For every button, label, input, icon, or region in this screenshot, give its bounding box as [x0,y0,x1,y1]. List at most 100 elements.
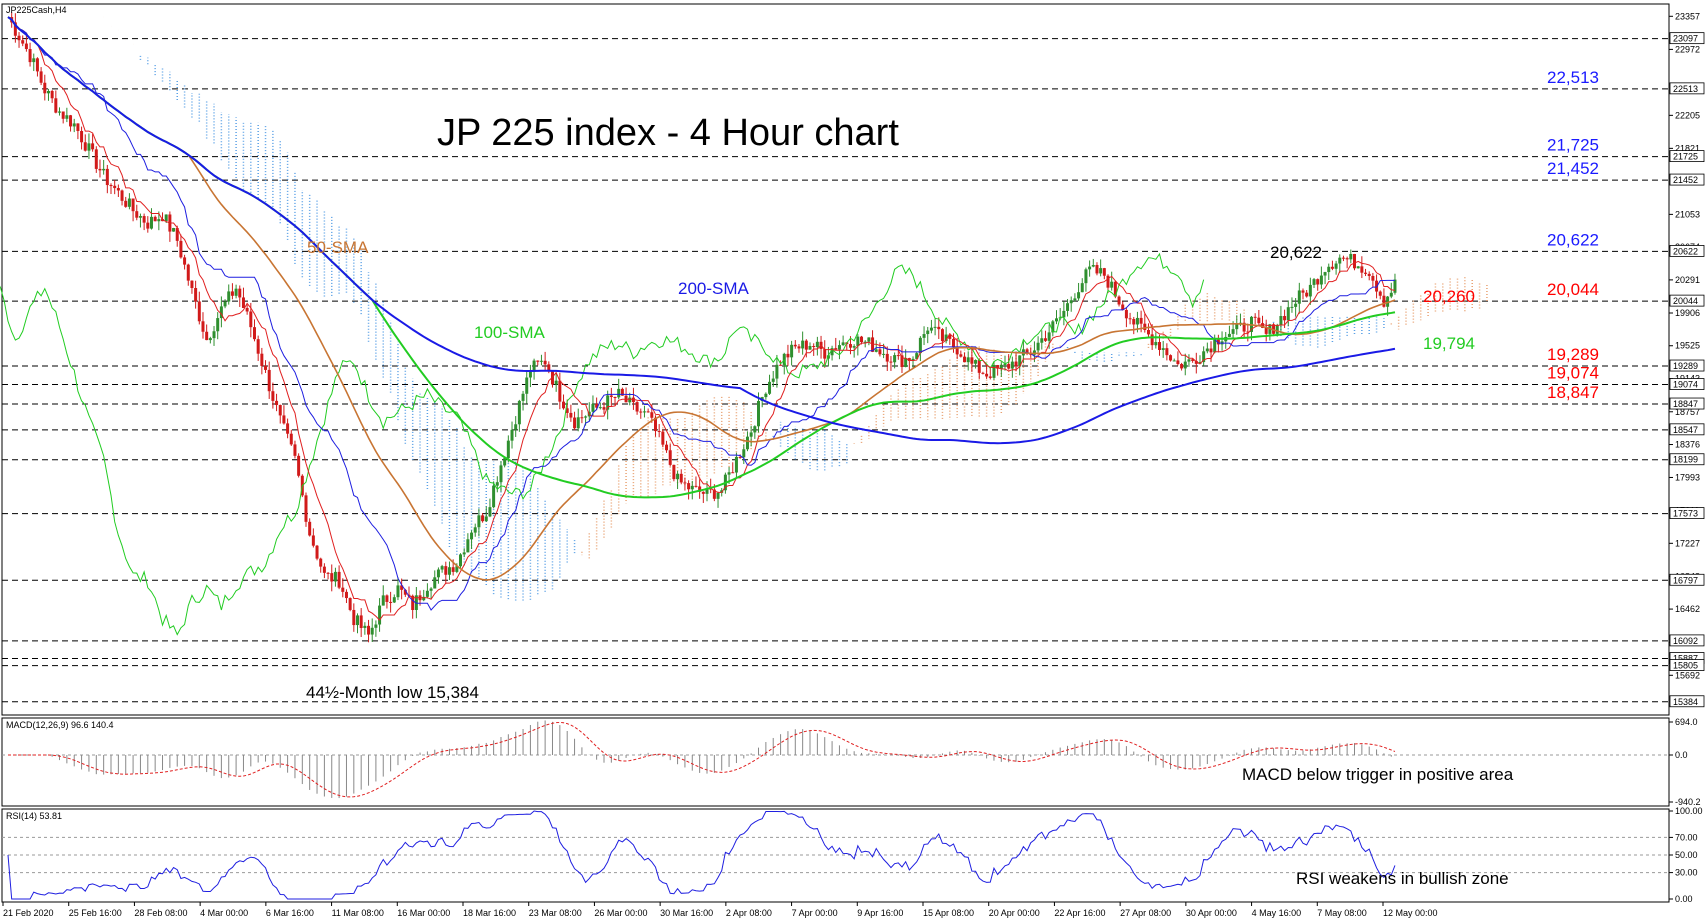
candle-body [39,71,43,83]
candle-body [374,624,378,628]
candle-body [657,431,661,433]
candle-body [124,200,128,207]
price-tag-box [1669,634,1705,647]
time-tick-label: 27 Apr 08:00 [1120,908,1171,918]
candle-body [58,111,62,113]
candle-body [565,408,569,413]
annotation-100-sma: 100-SMA [474,323,546,342]
candle-body [363,625,367,628]
candle-body [694,485,698,487]
candle-body [698,486,702,492]
candle-body [955,347,959,355]
candle-body [61,111,65,119]
time-tick-label: 28 Feb 08:00 [134,908,187,918]
candle-body [602,407,606,410]
candle-body [1227,333,1231,337]
candle-body [149,216,153,229]
price-tick-label: 18376 [1675,440,1700,450]
candle-body [830,348,834,356]
level-label: 20,622 [1547,230,1599,249]
time-tick-label: 4 Mar 00:00 [200,908,248,918]
price-tick-label: 15692 [1675,670,1700,680]
candle-body [400,585,404,590]
candle-body [311,535,315,546]
candle-body [378,605,382,625]
candle-body [661,431,665,445]
candle-body [768,381,772,394]
candle-body [1150,334,1154,346]
candle-body [558,380,562,402]
level-label: 18,847 [1547,383,1599,402]
candle-body [1246,331,1250,333]
candle-body [98,168,102,171]
price-tag-label: 19289 [1673,361,1698,371]
candle-body [573,417,577,429]
candle-body [113,185,117,189]
candle-body [1183,361,1187,369]
candle-body [495,482,499,486]
candle-body [102,168,106,171]
candles [10,12,1397,643]
candle-body [609,395,613,397]
time-axis: 21 Feb 2020 25 Feb 16:00 28 Feb 08:00 4 Mar… [2,902,1438,918]
sma-200-line [7,16,1396,445]
time-tick-label: 4 May 16:00 [1252,908,1302,918]
candle-body [1132,319,1136,325]
candle-body [963,356,967,363]
price-tick-label: 17993 [1675,472,1700,482]
candle-body [521,393,525,401]
candle-body [499,465,503,483]
candle-body [1275,325,1279,334]
candle-body [1139,317,1143,324]
price-tick-label: 18757 [1675,407,1700,417]
macd-panel: 694.0 0.0 -940.2 [2,717,1701,807]
candle-body [341,587,345,592]
candle-body [425,590,429,597]
candle-body [738,456,742,458]
candle-body [620,388,624,396]
candle-body [860,336,864,343]
candle-body [230,291,234,296]
candle-body [889,361,893,363]
candle-body [790,344,794,358]
price-tick-label: 22972 [1675,44,1700,54]
candle-body [403,589,407,595]
candle-body [584,416,588,418]
candle-body [815,341,819,348]
candle-body [80,131,84,143]
candle-body [999,364,1003,369]
candle-body [1382,295,1386,307]
candle-body [503,458,507,466]
candle-body [595,403,599,408]
price-tag-box [1669,294,1705,307]
price-tag-box [1669,32,1705,45]
candle-body [319,558,323,567]
candle-body [690,485,694,490]
price-tag-label: 16092 [1673,636,1698,646]
price-tick-label: 23357 [1675,11,1700,21]
candle-body [164,214,168,222]
candle-body [753,426,757,433]
candle-body [510,429,514,441]
time-tick-label: 6 Mar 16:00 [266,908,314,918]
tenkan-line [7,16,1396,621]
candle-body [1205,348,1209,352]
candle-body [635,402,639,412]
candle-body [959,354,963,357]
candle-body [837,345,841,350]
time-tick-label: 30 Apr 00:00 [1186,908,1237,918]
candle-body [911,358,915,361]
candle-body [462,552,466,555]
candle-body [1169,355,1173,361]
candle-body [21,40,25,44]
rsi-note: RSI weakens in bullish zone [1296,869,1509,888]
level-lines [2,38,1669,703]
candle-body [172,228,176,232]
candle-body [65,115,69,119]
time-tick-label: 26 Mar 00:00 [594,908,647,918]
candle-body [848,344,852,348]
candle-body [1209,348,1213,353]
candle-body [1014,361,1018,367]
candle-body [241,297,245,309]
candle-body [352,609,356,626]
